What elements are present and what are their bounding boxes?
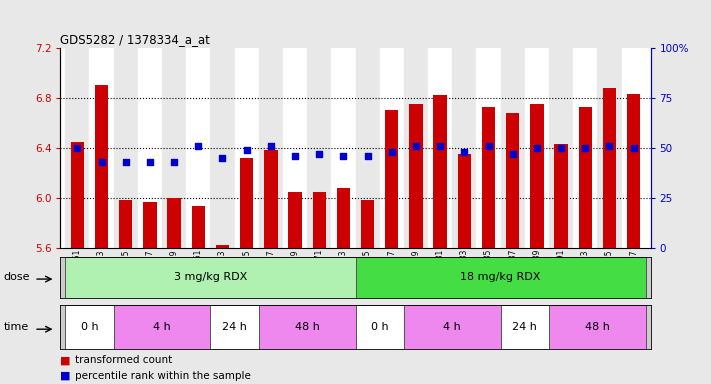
Text: 0 h: 0 h [80,322,98,333]
Point [386,149,397,155]
Point [604,143,615,149]
Bar [410,104,422,248]
Bar [452,48,476,248]
Bar [404,305,501,349]
Point [96,159,107,165]
Bar [458,154,471,248]
Text: ■: ■ [60,355,71,365]
Point [507,151,518,157]
Bar [331,48,356,248]
Bar [603,88,616,248]
Bar [259,305,356,349]
Point [265,143,277,149]
Bar [90,48,114,248]
Text: transformed count: transformed count [75,355,172,365]
Point [362,153,373,159]
Point [241,147,252,153]
Bar [210,305,259,349]
Bar [530,104,543,248]
Bar [65,48,90,248]
Point [72,145,83,151]
Bar [235,48,259,248]
Point [434,143,446,149]
Bar [356,257,646,298]
Bar [356,305,404,349]
Bar [192,207,205,248]
Bar [525,48,549,248]
Bar [555,144,567,248]
Bar [162,48,186,248]
Text: 4 h: 4 h [444,322,461,333]
Bar [337,188,350,248]
Text: time: time [4,322,29,333]
Bar [404,48,428,248]
Bar [627,94,641,248]
Bar [476,48,501,248]
Bar [549,48,573,248]
Bar [506,113,519,248]
Bar [307,48,331,248]
Text: 0 h: 0 h [371,322,388,333]
Bar [114,305,210,349]
Bar [482,107,495,248]
Bar [579,107,592,248]
Bar [210,48,235,248]
Text: GDS5282 / 1378334_a_at: GDS5282 / 1378334_a_at [60,33,210,46]
Text: 24 h: 24 h [222,322,247,333]
Point [628,145,639,151]
Bar [573,48,597,248]
Point [483,143,494,149]
Bar [240,158,253,248]
Point [338,153,349,159]
Bar [95,86,108,248]
Bar [65,257,356,298]
Point [531,145,542,151]
Bar [313,192,326,248]
Bar [501,305,549,349]
Bar [289,192,301,248]
Bar [138,48,162,248]
Text: percentile rank within the sample: percentile rank within the sample [75,371,250,381]
Bar [114,48,138,248]
Point [193,143,204,149]
Point [120,159,132,165]
Text: 18 mg/kg RDX: 18 mg/kg RDX [461,272,541,283]
Bar [597,48,621,248]
Bar [144,202,156,248]
Point [410,143,422,149]
Text: 48 h: 48 h [585,322,610,333]
Text: 4 h: 4 h [153,322,171,333]
Bar [70,142,84,248]
Bar [501,48,525,248]
Bar [380,48,404,248]
Bar [65,305,114,349]
Point [169,159,180,165]
Bar [168,198,181,248]
Bar [385,111,398,248]
Bar [621,48,646,248]
Point [144,159,156,165]
Bar [549,305,646,349]
Point [217,155,228,161]
Text: 3 mg/kg RDX: 3 mg/kg RDX [173,272,247,283]
Bar [259,48,283,248]
Point [579,145,591,151]
Bar [186,48,210,248]
Point [314,151,325,157]
Point [459,149,470,155]
Bar [428,48,452,248]
Text: 24 h: 24 h [513,322,538,333]
Bar [356,48,380,248]
Text: dose: dose [4,272,30,283]
Text: ■: ■ [60,371,71,381]
Bar [434,96,447,248]
Bar [283,48,307,248]
Bar [361,200,374,248]
Text: 48 h: 48 h [294,322,319,333]
Bar [119,200,132,248]
Point [289,153,301,159]
Bar [264,151,277,248]
Bar [216,245,229,248]
Point [555,145,567,151]
